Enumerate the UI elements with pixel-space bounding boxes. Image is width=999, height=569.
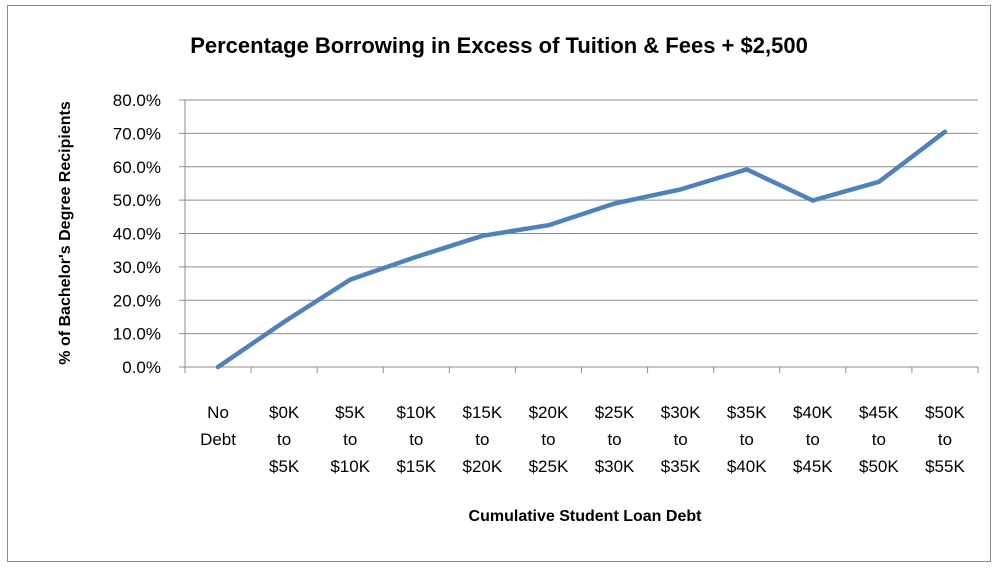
y-tick-label: 10.0% [113,325,161,344]
x-tick-label-line: to [872,430,886,449]
data-point [942,129,947,134]
x-tick-label-line: $30K [661,403,701,422]
y-tick-label: 50.0% [113,191,161,210]
x-tick-label-line: $15K [463,403,503,422]
y-tick-label: 80.0% [113,91,161,110]
x-tick-label-line: $5K [269,457,300,476]
x-tick-label: $30K to $35K [661,403,701,476]
data-point [876,179,881,184]
x-tick-label: $15K to $20K [463,403,503,476]
x-tick-label-line: to [607,430,621,449]
x-tick-label: No Debt [200,403,236,449]
x-tick-labels: No Debt$0K to $5K$5K to $10K$10K to $15K$15K to $… [200,403,965,476]
x-tick-label-line: $35K [727,403,767,422]
x-tick-label-line: $10K [396,403,436,422]
x-tick-label-line: $40K [793,403,833,422]
y-tick-label: 40.0% [113,225,161,244]
x-tick-label-line: $25K [595,403,635,422]
x-tick-label-line: $45K [793,457,833,476]
x-tick-label: $10K to $15K [396,403,436,476]
x-tick-label: $45K to $50K [859,403,899,476]
x-tick-label-line: Debt [200,430,236,449]
x-tick-label-line: to [674,430,688,449]
data-point [678,187,683,192]
x-tick-label-line: to [541,430,555,449]
data-point [744,167,749,172]
x-tick-label-line: $50K [859,457,899,476]
x-tick-label: $25K to $30K [595,403,635,476]
gridlines [185,99,978,335]
y-tick-label: 0.0% [122,358,161,377]
x-tick-label: $35K to $40K [727,403,767,476]
data-point [810,198,815,203]
x-tick-label-line: $20K [463,457,503,476]
x-tick-label-line: $40K [727,457,767,476]
x-tick-label-line: $25K [529,457,569,476]
data-point [414,254,419,259]
x-tick-label-line: to [343,430,357,449]
x-tick-label-line: $5K [335,403,366,422]
x-tick-label-line: to [938,430,952,449]
x-tick-label: $20K to $25K [529,403,569,476]
x-tick-label-line: to [475,430,489,449]
data-point [348,277,353,282]
x-tick-label-line: $10K [330,457,370,476]
x-tick-label: $50K to $55K [925,403,965,476]
y-tick-label: 70.0% [113,124,161,143]
series-line [215,129,948,370]
x-tick-label-line: to [277,430,291,449]
x-tick-label-line: to [740,430,754,449]
data-point [480,233,485,238]
chart-frame [7,5,991,562]
x-axis-title: Cumulative Student Loan Debt [469,508,703,525]
data-point [546,223,551,228]
x-tick-label-line: to [409,430,423,449]
series-group [215,129,948,370]
x-tick-label: $0K to $5K [269,403,300,476]
x-tick-label-line: $20K [529,403,569,422]
x-tick-label-line: $50K [925,403,965,422]
data-point [612,201,617,206]
y-axis-title: % of Bachelor's Degree Recipients [57,101,74,365]
y-tick-labels: 0.0% 10.0% 20.0% 30.0% 40.0% 50.0% 60.0% 70.0% 8… [113,91,161,377]
y-tick-label: 20.0% [113,291,161,310]
x-tick-label-line: $45K [859,403,899,422]
data-point [282,319,287,324]
x-tick-label-line: to [806,430,820,449]
chart-title: Percentage Borrowing in Excess of Tuitio… [190,33,808,58]
x-tick-label: $5K to $10K [330,403,370,476]
y-tick-label: 60.0% [113,158,161,177]
x-tick-label-line: $55K [925,457,965,476]
y-tick-label: 30.0% [113,258,161,277]
x-tick-label-line: $15K [396,457,436,476]
x-tick-label-line: $0K [269,403,300,422]
x-tick-label: $40K to $45K [793,403,833,476]
x-tick-label-line: $35K [661,457,701,476]
x-tick-label-line: No [207,403,229,422]
x-tick-label-line: $30K [595,457,635,476]
axes [179,99,979,373]
data-point [216,365,221,369]
